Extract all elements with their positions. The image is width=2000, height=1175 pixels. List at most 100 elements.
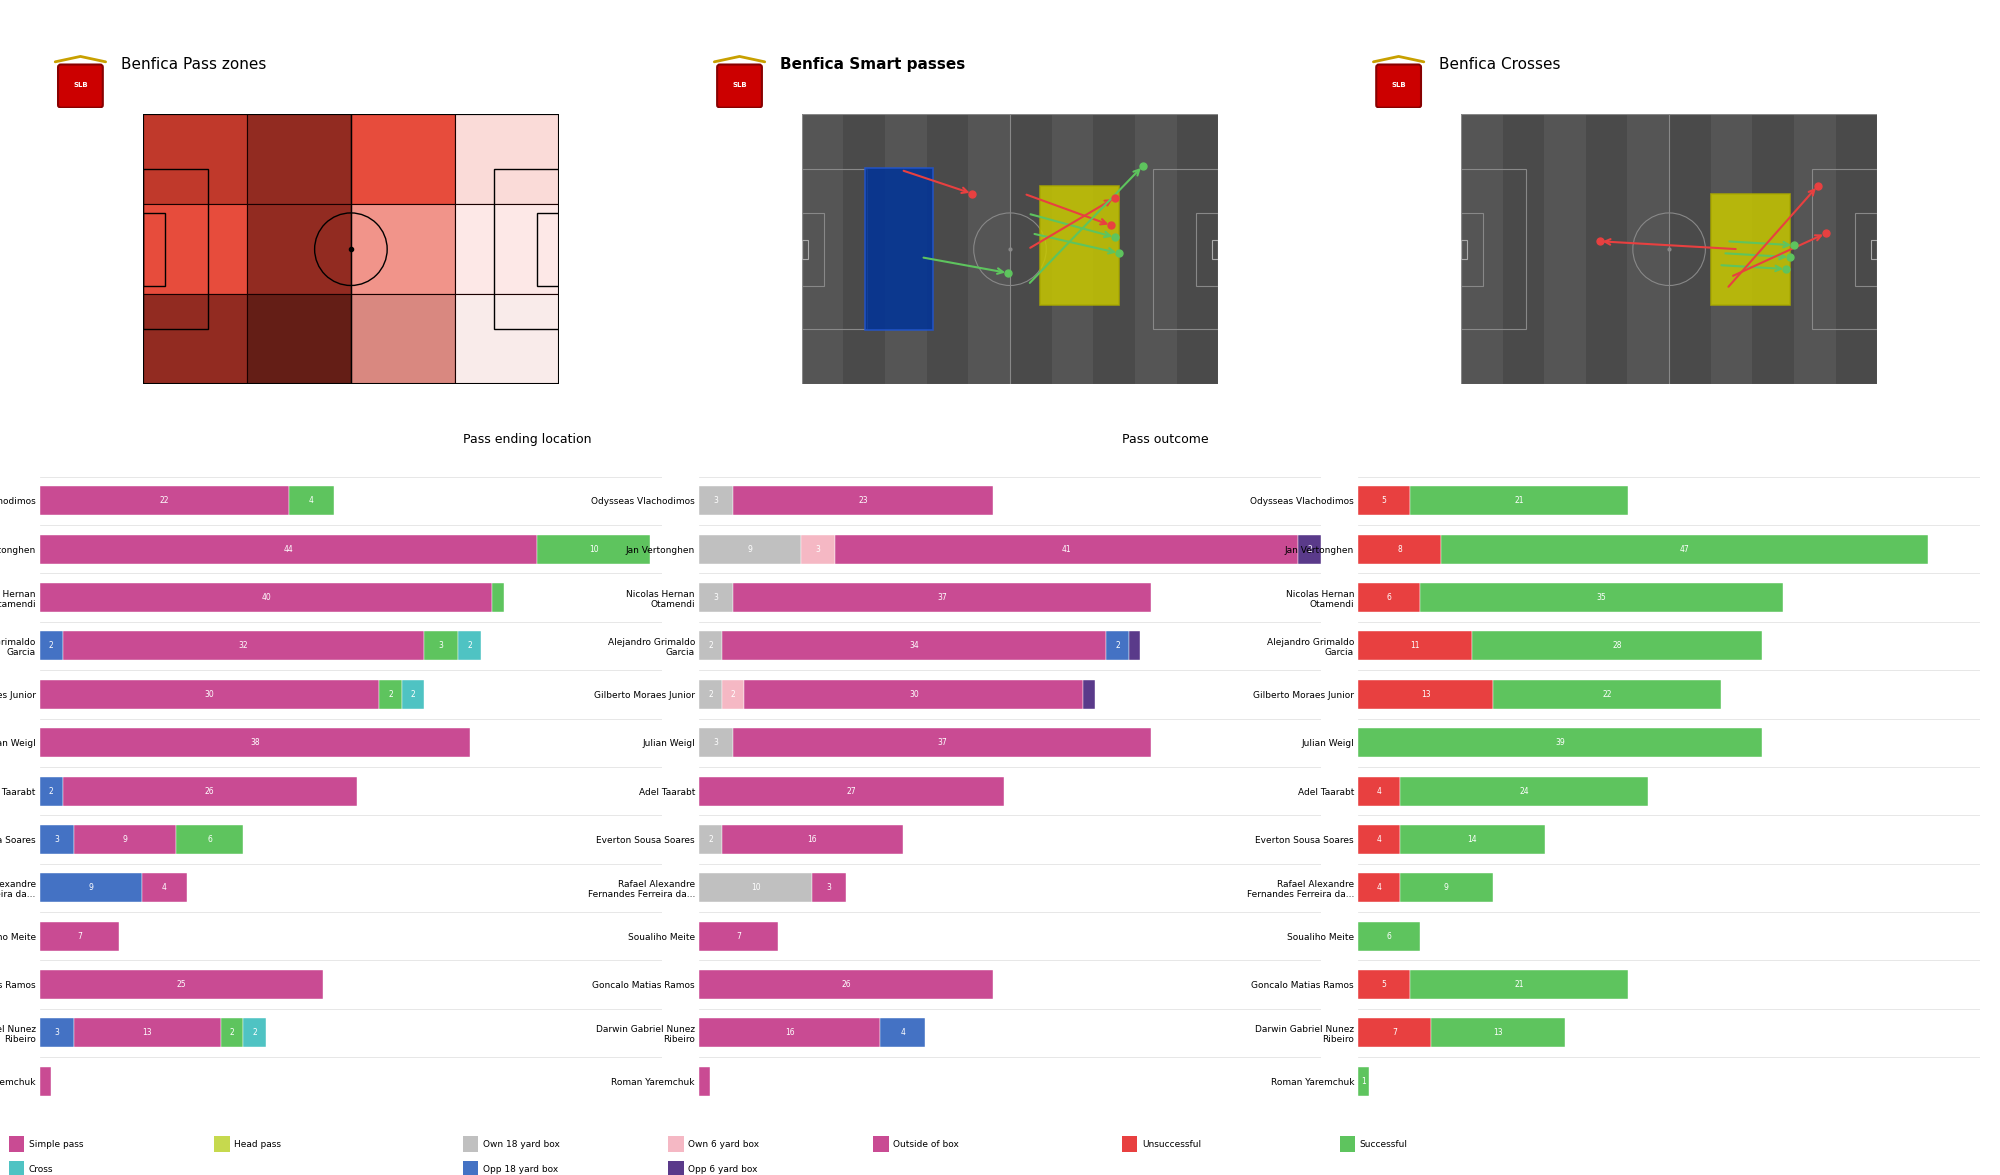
Bar: [700, 921, 778, 951]
Text: Pass ending location: Pass ending location: [462, 434, 592, 446]
Text: 4: 4: [162, 884, 166, 892]
Bar: [700, 971, 994, 999]
Bar: [62, 777, 356, 806]
Text: 9: 9: [122, 835, 128, 844]
Bar: [1442, 535, 1928, 564]
Bar: [1492, 680, 1720, 709]
Bar: [8, 1136, 24, 1152]
Text: 2: 2: [410, 690, 416, 699]
Text: 3: 3: [714, 496, 718, 505]
Text: 16: 16: [784, 1028, 794, 1038]
Bar: [722, 680, 744, 709]
Text: 7: 7: [736, 932, 742, 941]
Bar: [1410, 486, 1628, 516]
Text: 3: 3: [714, 593, 718, 602]
Bar: [176, 825, 244, 854]
Text: Own 18 yard box: Own 18 yard box: [482, 1140, 560, 1149]
Bar: [220, 1019, 244, 1047]
Bar: [700, 777, 1004, 806]
Bar: [40, 921, 120, 951]
Bar: [1358, 728, 1762, 757]
Text: 27: 27: [846, 786, 856, 795]
Text: Head pass: Head pass: [234, 1140, 282, 1149]
Bar: [74, 825, 176, 854]
Bar: [874, 1136, 888, 1152]
Bar: [1358, 1067, 1368, 1096]
Bar: [1400, 825, 1544, 854]
Text: 2: 2: [230, 1028, 234, 1038]
Bar: [380, 680, 402, 709]
Text: 25: 25: [176, 980, 186, 989]
Bar: [700, 1019, 880, 1047]
Text: 2: 2: [708, 835, 712, 844]
Bar: [244, 1019, 266, 1047]
Text: 21: 21: [1514, 496, 1524, 505]
Text: Opp 6 yard box: Opp 6 yard box: [688, 1166, 758, 1174]
Text: 10: 10: [590, 545, 598, 553]
Bar: [800, 535, 834, 564]
Text: 41: 41: [1062, 545, 1072, 553]
Bar: [288, 486, 334, 516]
Text: 40: 40: [262, 593, 270, 602]
Bar: [722, 631, 1106, 660]
Text: 35: 35: [1596, 593, 1606, 602]
Text: 13: 13: [142, 1028, 152, 1038]
Bar: [142, 873, 186, 902]
Bar: [1430, 1019, 1566, 1047]
Text: 8: 8: [1398, 545, 1402, 553]
Text: 30: 30: [204, 690, 214, 699]
Text: 37: 37: [938, 593, 948, 602]
Bar: [40, 486, 288, 516]
Text: 26: 26: [204, 786, 214, 795]
Bar: [1420, 583, 1784, 612]
Text: 4: 4: [1376, 884, 1382, 892]
Text: 4: 4: [308, 496, 314, 505]
Text: 47: 47: [1680, 545, 1690, 553]
Text: 14: 14: [1468, 835, 1478, 844]
Text: 2: 2: [48, 642, 54, 651]
Text: Benfica Pass zones: Benfica Pass zones: [120, 58, 266, 72]
Text: 7: 7: [78, 932, 82, 941]
Bar: [462, 1136, 478, 1152]
Text: 3: 3: [54, 835, 60, 844]
Text: 7: 7: [1392, 1028, 1396, 1038]
Bar: [1400, 777, 1648, 806]
Bar: [668, 1161, 684, 1175]
Bar: [1358, 535, 1442, 564]
Bar: [700, 535, 800, 564]
Text: 32: 32: [238, 642, 248, 651]
Bar: [1410, 971, 1628, 999]
Text: 2: 2: [730, 690, 736, 699]
Text: Unsuccessful: Unsuccessful: [1142, 1140, 1200, 1149]
Text: 9: 9: [1444, 884, 1448, 892]
Bar: [1358, 486, 1410, 516]
Text: 9: 9: [88, 884, 94, 892]
Bar: [40, 971, 322, 999]
Bar: [40, 1067, 52, 1096]
Text: 9: 9: [748, 545, 752, 553]
Bar: [74, 1019, 220, 1047]
Text: 2: 2: [708, 690, 712, 699]
Text: 4: 4: [900, 1028, 906, 1038]
Text: 2: 2: [48, 786, 54, 795]
Text: 37: 37: [938, 738, 948, 747]
Text: 3: 3: [816, 545, 820, 553]
Bar: [462, 1161, 478, 1175]
Text: 26: 26: [842, 980, 850, 989]
Bar: [8, 1161, 24, 1175]
Text: 13: 13: [1494, 1028, 1502, 1038]
Bar: [1358, 971, 1410, 999]
Bar: [734, 583, 1152, 612]
Text: Successful: Successful: [1360, 1140, 1408, 1149]
Bar: [40, 728, 470, 757]
Text: 23: 23: [858, 496, 868, 505]
Bar: [1472, 631, 1762, 660]
Bar: [424, 631, 458, 660]
Bar: [700, 631, 722, 660]
Text: 6: 6: [1386, 932, 1392, 941]
Bar: [668, 1136, 684, 1152]
Bar: [40, 825, 74, 854]
Text: 16: 16: [808, 835, 816, 844]
Bar: [402, 680, 424, 709]
Text: Pass outcome: Pass outcome: [1122, 434, 1208, 446]
